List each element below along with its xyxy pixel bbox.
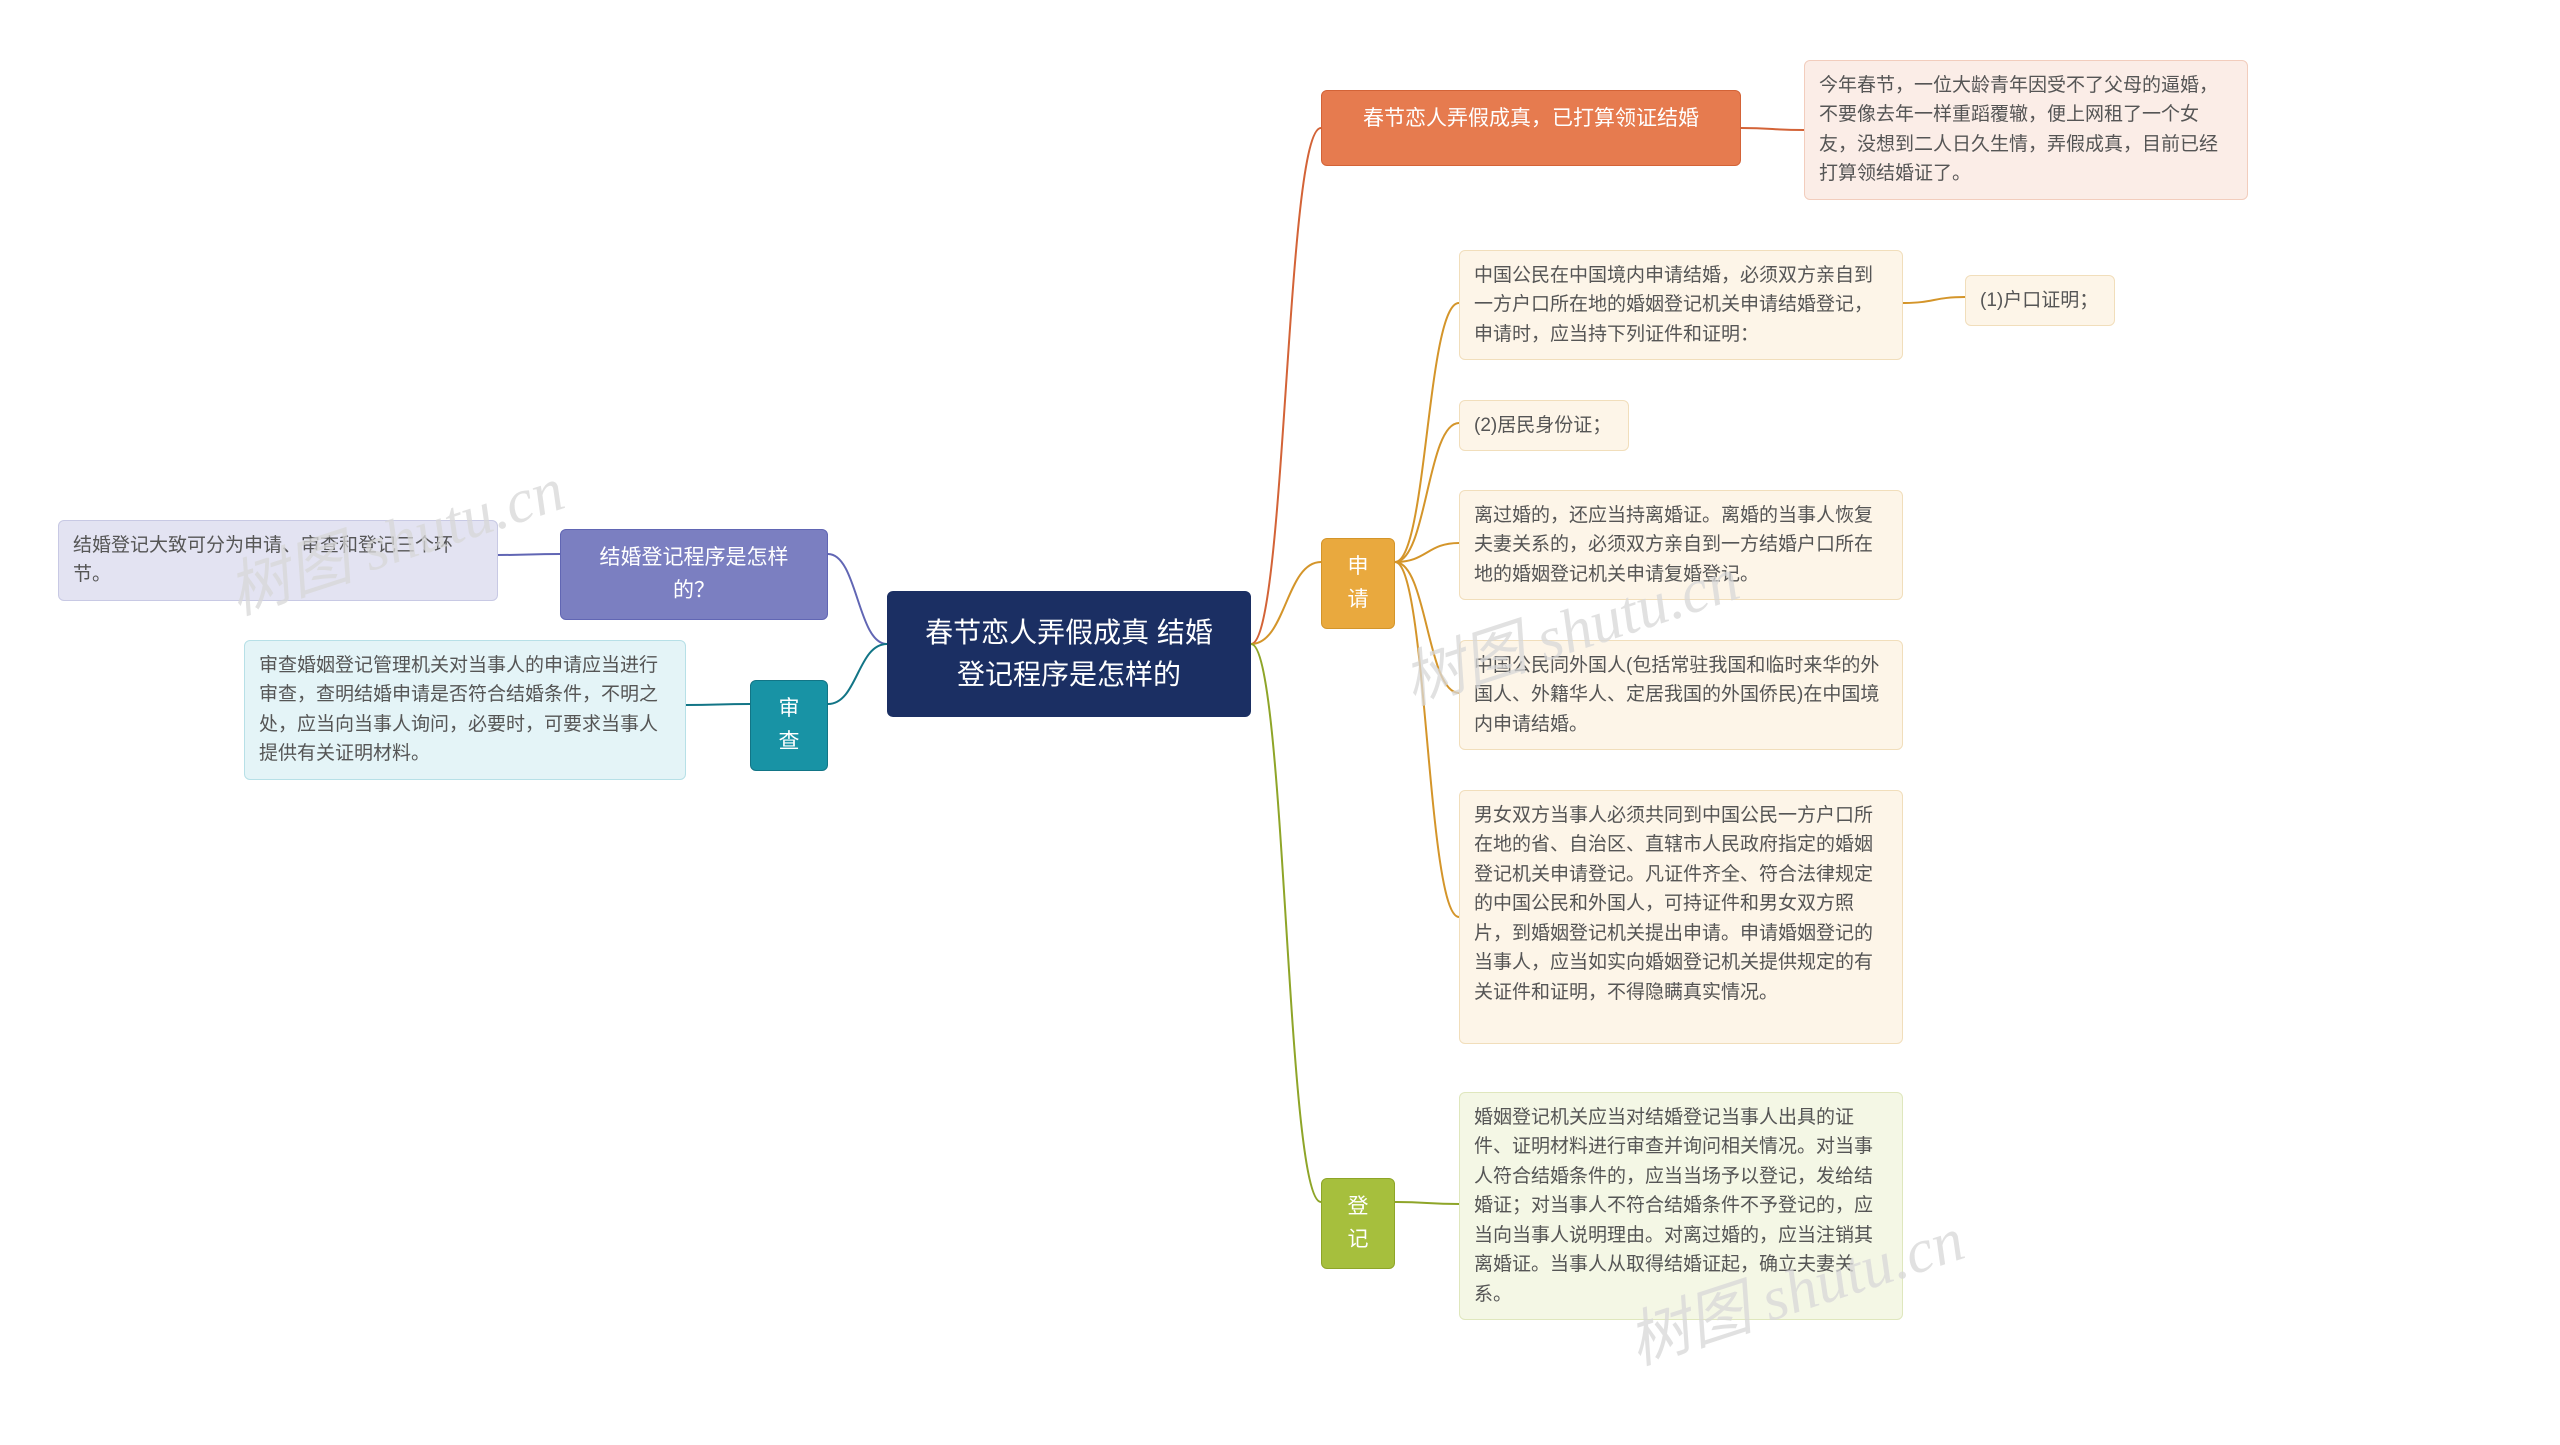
mindmap-node: 婚姻登记机关应当对结婚登记当事人出具的证件、证明材料进行审查并询问相关情况。对当… xyxy=(1459,1092,1903,1320)
mindmap-node: 春节恋人弄假成真 结婚登记程序是怎样的 xyxy=(887,591,1251,717)
mindmap-node: 结婚登记大致可分为申请、审查和登记三个环节。 xyxy=(58,520,498,601)
mindmap-node: 登记 xyxy=(1321,1178,1395,1269)
mindmap-node: 中国公民同外国人(包括常驻我国和临时来华的外国人、外籍华人、定居我国的外国侨民)… xyxy=(1459,640,1903,750)
mindmap-node: (1)户口证明； xyxy=(1965,275,2115,326)
mindmap-node: 审查婚姻登记管理机关对当事人的申请应当进行审查，查明结婚申请是否符合结婚条件，不… xyxy=(244,640,686,780)
mindmap-node: 男女双方当事人必须共同到中国公民一方户口所在地的省、自治区、直辖市人民政府指定的… xyxy=(1459,790,1903,1044)
mindmap-node: 今年春节，一位大龄青年因受不了父母的逼婚，不要像去年一样重蹈覆辙，便上网租了一个… xyxy=(1804,60,2248,200)
mindmap-node: 申请 xyxy=(1321,538,1395,629)
mindmap-node: 审查 xyxy=(750,680,828,771)
mindmap-node: 中国公民在中国境内申请结婚，必须双方亲自到一方户口所在地的婚姻登记机关申请结婚登… xyxy=(1459,250,1903,360)
mindmap-node: 离过婚的，还应当持离婚证。离婚的当事人恢复夫妻关系的，必须双方亲自到一方结婚户口… xyxy=(1459,490,1903,600)
mindmap-node: 结婚登记程序是怎样的？ xyxy=(560,529,828,620)
mindmap-node: 春节恋人弄假成真，已打算领证结婚 xyxy=(1321,90,1741,166)
mindmap-node: (2)居民身份证； xyxy=(1459,400,1629,451)
